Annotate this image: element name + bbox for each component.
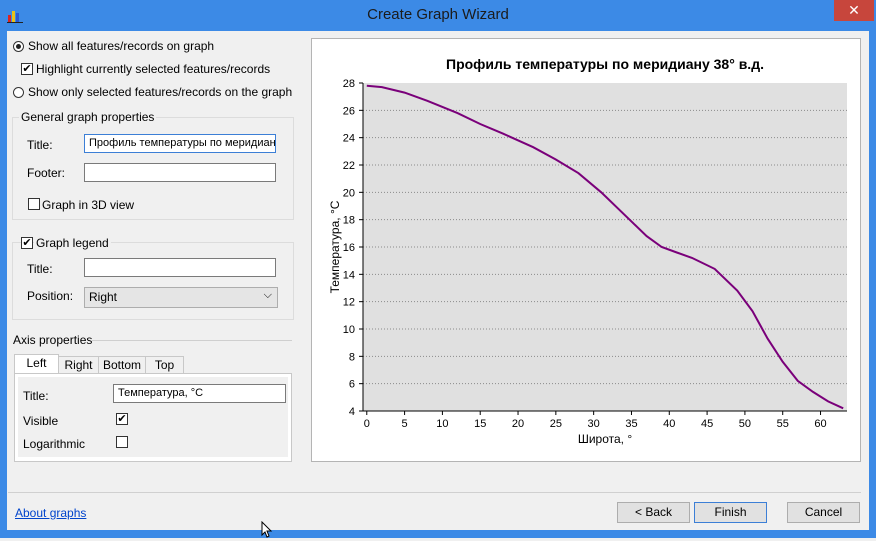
window-border-right bbox=[869, 31, 876, 538]
highlight-selected-label: Highlight currently selected features/re… bbox=[36, 62, 271, 76]
x-tick-label: 60 bbox=[814, 418, 826, 430]
graph-legend-checkbox[interactable]: ✔ bbox=[21, 237, 33, 249]
about-graphs-link[interactable]: About graphs bbox=[15, 506, 87, 520]
y-tick-label: 22 bbox=[343, 160, 355, 172]
axis-title-label: Title: bbox=[23, 389, 49, 403]
axis-logarithmic-label: Logarithmic bbox=[23, 437, 86, 451]
show-all-label: Show all features/records on graph bbox=[28, 39, 215, 53]
show-all-radio[interactable] bbox=[13, 41, 24, 52]
y-tick-label: 8 bbox=[349, 351, 355, 363]
axis-visible-label: Visible bbox=[23, 414, 59, 428]
title-bar bbox=[0, 0, 876, 31]
x-tick-label: 45 bbox=[701, 418, 713, 430]
y-tick-label: 18 bbox=[343, 215, 355, 227]
x-tick-label: 5 bbox=[402, 418, 408, 430]
x-tick-label: 20 bbox=[512, 418, 524, 430]
footer-divider bbox=[8, 492, 861, 493]
x-tick-label: 0 bbox=[364, 418, 370, 430]
x-tick-label: 10 bbox=[436, 418, 448, 430]
mouse-cursor-icon bbox=[261, 520, 273, 541]
tab-bottom[interactable]: Bottom bbox=[98, 356, 146, 374]
graph-3d-label: Graph in 3D view bbox=[42, 198, 135, 212]
graph-3d-checkbox[interactable] bbox=[28, 198, 40, 210]
legend-position-select[interactable]: Right ⌵ bbox=[84, 287, 278, 308]
axis-heading-divider bbox=[92, 340, 292, 341]
footer-input[interactable] bbox=[84, 163, 276, 182]
window-border-left bbox=[0, 31, 7, 538]
x-tick-label: 15 bbox=[474, 418, 486, 430]
axis-title-input[interactable]: Температура, °C bbox=[113, 384, 286, 403]
y-tick-label: 24 bbox=[343, 133, 355, 145]
close-icon: ✕ bbox=[848, 2, 860, 18]
footer-label: Footer: bbox=[27, 166, 66, 180]
legend-title-label: Title: bbox=[27, 262, 53, 276]
x-tick-label: 25 bbox=[550, 418, 562, 430]
graph-legend-label: Graph legend bbox=[34, 236, 111, 250]
chart-svg: 4 6 8 10 12 14 16 18 20 22 24 26 28 0 5 10 15 20 25 30 35 40 4… bbox=[328, 56, 847, 446]
axis-logarithmic-checkbox[interactable] bbox=[116, 436, 128, 448]
highlight-selected-checkbox[interactable]: ✔ bbox=[21, 63, 33, 75]
x-tick-label: 35 bbox=[625, 418, 637, 430]
axis-visible-checkbox[interactable]: ✔ bbox=[116, 413, 128, 425]
window-border-bottom bbox=[0, 530, 876, 538]
show-only-selected-label: Show only selected features/records on t… bbox=[28, 85, 293, 99]
tab-top[interactable]: Top bbox=[145, 356, 184, 374]
legend-group bbox=[12, 242, 294, 320]
x-tick-label: 30 bbox=[588, 418, 600, 430]
y-tick-label: 12 bbox=[343, 297, 355, 309]
tab-left[interactable]: Left bbox=[14, 354, 59, 374]
y-tick-label: 20 bbox=[343, 187, 355, 199]
y-tick-label: 10 bbox=[343, 324, 355, 336]
graph-title-label: Title: bbox=[27, 138, 53, 152]
chart-panel: 4 6 8 10 12 14 16 18 20 22 24 26 28 0 5 10 15 20 25 30 35 40 4… bbox=[311, 38, 861, 462]
y-tick-label: 28 bbox=[343, 78, 355, 90]
series-line bbox=[366, 84, 844, 410]
graph-title-input[interactable]: Профиль температуры по меридиан bbox=[84, 134, 276, 153]
show-only-selected-radio[interactable] bbox=[13, 87, 24, 98]
chevron-down-icon: ⌵ bbox=[263, 289, 272, 301]
x-tick-label: 40 bbox=[663, 418, 675, 430]
x-tick-label: 55 bbox=[777, 418, 789, 430]
app-chart-icon bbox=[7, 7, 23, 23]
x-axis-label: Широта, ° bbox=[578, 432, 632, 446]
tab-right[interactable]: Right bbox=[58, 356, 99, 374]
window-title: Create Graph Wizard bbox=[367, 6, 509, 23]
y-axis-label: Температура, °C bbox=[328, 200, 342, 293]
cancel-button[interactable]: Cancel bbox=[787, 502, 860, 523]
legend-title-input[interactable] bbox=[84, 258, 276, 277]
general-properties-heading: General graph properties bbox=[19, 110, 157, 124]
y-tick-label: 4 bbox=[349, 406, 355, 418]
y-tick-label: 26 bbox=[343, 105, 355, 117]
legend-position-value: Right bbox=[89, 290, 118, 304]
back-button[interactable]: < Back bbox=[617, 502, 690, 523]
x-tick-label: 50 bbox=[739, 418, 751, 430]
axis-properties-heading: Axis properties bbox=[13, 333, 93, 347]
y-tick-label: 14 bbox=[343, 269, 355, 281]
chart-title: Профиль температуры по меридиану 38° в.д… bbox=[446, 56, 764, 72]
y-tick-label: 6 bbox=[349, 379, 355, 391]
close-button[interactable]: ✕ bbox=[834, 0, 874, 21]
legend-position-label: Position: bbox=[27, 289, 74, 303]
finish-button[interactable]: Finish bbox=[694, 502, 767, 523]
plot-area bbox=[363, 83, 847, 411]
y-tick-label: 16 bbox=[343, 242, 355, 254]
